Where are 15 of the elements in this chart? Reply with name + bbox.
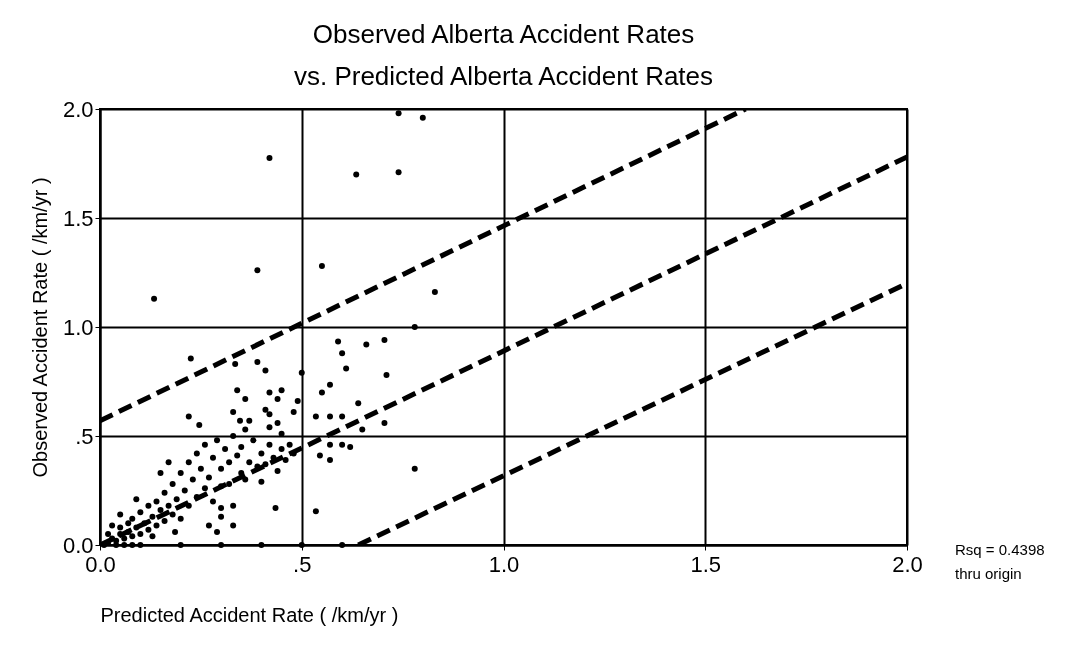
- text: Rsq = 0.4398: [955, 540, 1045, 560]
- x-tick-label: 1.5: [690, 551, 722, 577]
- y-tick-label: 1.5: [62, 205, 94, 231]
- x-axis-title: Predicted Accident Rate ( /km/yr ): [100, 603, 399, 626]
- text: vs. Predicted Alberta Accident Rates: [293, 61, 714, 91]
- x-tick-label: 1.0: [488, 551, 520, 577]
- text: thru origin: [955, 564, 1023, 584]
- y-axis-title: Observed Accident Rate ( /km/yr ): [28, 177, 51, 478]
- y-tick-label: .5: [75, 423, 94, 449]
- x-tick-label: 2.0: [892, 551, 923, 577]
- y-tick-label: 2.0: [62, 96, 94, 122]
- x-tick-label: .5: [293, 551, 312, 577]
- text: Observed Alberta Accident Rates: [312, 19, 695, 49]
- y-tick-label: 1.0: [62, 314, 94, 340]
- y-tick-label: 0.0: [62, 532, 94, 558]
